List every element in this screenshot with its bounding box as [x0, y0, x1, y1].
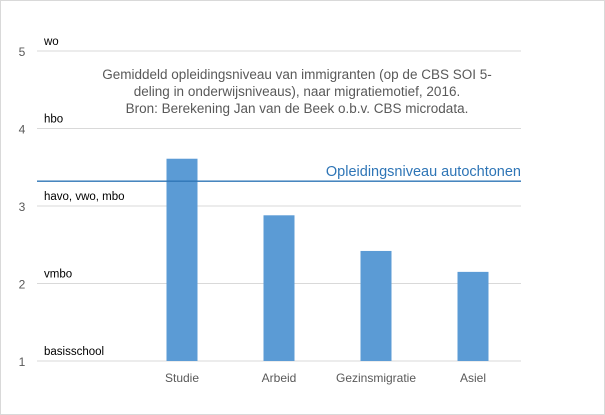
reference-line-group: Opleidingsniveau autochtonen [37, 164, 521, 182]
chart-title: Gemiddeld opleidingsniveau van immigrant… [102, 67, 491, 116]
y-tick-labels: 1 2 3 4 5 [19, 45, 26, 369]
reference-line-label: Opleidingsniveau autochtonen [326, 164, 521, 180]
level-label-vmbo: vmbo [44, 269, 72, 281]
level-label-havo-vwo-mbo: havo, vwo, mbo [44, 191, 125, 203]
y-tick-label-1: 1 [19, 355, 26, 369]
chart-title-line: Bron: Berekening Jan van de Beek o.b.v. … [126, 101, 469, 116]
x-tick-labels: Studie Arbeid Gezinsmigratie Asiel [165, 371, 486, 385]
bar-studie [166, 158, 198, 361]
y-tick-label-4: 4 [19, 123, 26, 137]
level-label-hbo: hbo [44, 114, 63, 126]
x-tick-label-gezinsmigratie: Gezinsmigratie [336, 371, 416, 385]
y-tick-label-3: 3 [19, 200, 26, 214]
x-tick-label-arbeid: Arbeid [262, 371, 297, 385]
level-label-basisschool: basisschool [44, 346, 104, 358]
x-tick-label-studie: Studie [165, 371, 199, 385]
y-tick-label-2: 2 [19, 278, 26, 292]
level-label-wo: wo [43, 36, 59, 48]
level-labels: basisschool vmbo havo, vwo, mbo hbo wo [43, 36, 125, 358]
bar-gezinsmigratie [360, 250, 392, 361]
chart-title-line: deling in onderwijsniveaus), naar migrat… [134, 84, 460, 99]
x-tick-label-asiel: Asiel [460, 371, 486, 385]
chart-title-line: Gemiddeld opleidingsniveau van immigrant… [102, 67, 491, 82]
bar-arbeid [263, 215, 295, 361]
bar-asiel [457, 271, 489, 361]
bars [166, 158, 489, 361]
y-tick-label-5: 5 [19, 45, 26, 59]
